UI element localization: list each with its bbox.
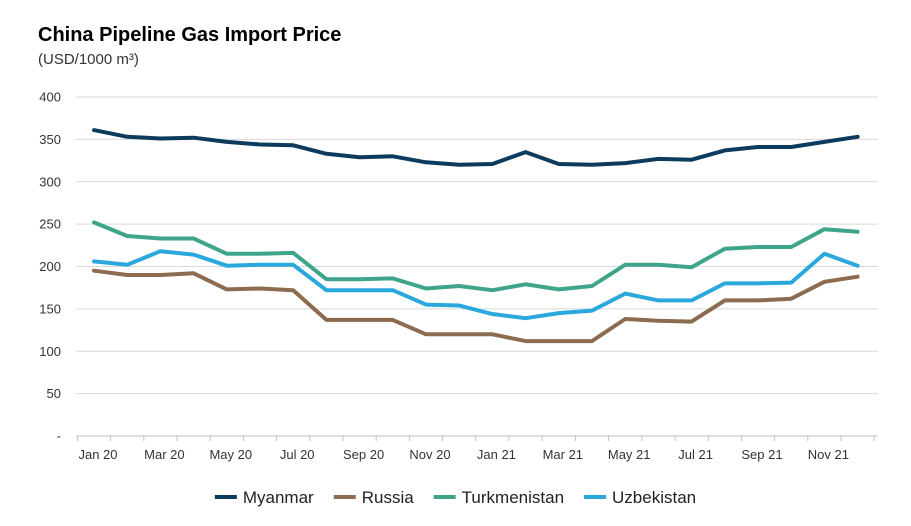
y-tick-label: 100: [39, 344, 61, 359]
legend-label: Turkmenistan: [462, 488, 564, 507]
y-tick-label: 50: [47, 386, 61, 401]
series-lines: [92, 128, 860, 344]
legend-item-russia: Russia: [333, 488, 415, 507]
gridlines: [76, 96, 878, 395]
y-tick-label: 200: [39, 259, 61, 274]
y-tick-label: 350: [39, 132, 61, 147]
x-tick-label: Nov 20: [409, 447, 450, 462]
x-tick-label: Sep 21: [741, 447, 782, 462]
y-tick-label: 250: [39, 217, 61, 232]
series-line-uzbekistan: [92, 249, 860, 321]
x-tick-label: Jan 20: [78, 447, 117, 462]
legend-label: Uzbekistan: [612, 488, 696, 507]
x-tick-label: Jan 21: [477, 447, 516, 462]
x-tick-label: Sep 20: [343, 447, 384, 462]
legend-label: Myanmar: [243, 488, 314, 507]
y-tick-label: 300: [39, 174, 61, 189]
x-tick-label: Nov 21: [808, 447, 849, 462]
y-axis: - 50 100 150 200 250 300 350 400: [39, 90, 61, 444]
legend-label: Russia: [362, 488, 415, 507]
x-tick-label: May 21: [608, 447, 651, 462]
y-tick-label: -: [57, 429, 61, 444]
chart-title: China Pipeline Gas Import Price: [38, 24, 342, 46]
legend-item-uzbekistan: Uzbekistan: [584, 488, 696, 507]
legend-item-turkmenistan: Turkmenistan: [433, 488, 564, 507]
chart-subtitle: (USD/1000 m³): [38, 51, 139, 68]
x-tick-label: Mar 20: [144, 447, 184, 462]
x-tick-label: Jul 21: [678, 447, 713, 462]
legend-item-myanmar: Myanmar: [214, 488, 314, 507]
x-tick-label: May 20: [209, 447, 252, 462]
y-tick-label: 150: [39, 301, 61, 316]
y-tick-label: 400: [39, 90, 61, 105]
series-line-turkmenistan: [92, 220, 860, 293]
x-tick-label: Jul 20: [280, 447, 315, 462]
legend: Myanmar Russia Turkmenistan Uzbekistan: [214, 488, 696, 507]
x-tick-label: Mar 21: [543, 447, 583, 462]
series-line-myanmar: [92, 128, 860, 167]
x-axis: Jan 20 Mar 20 May 20 Jul 20 Sep 20 Nov 20 Jan …: [76, 435, 878, 462]
series-line-russia: [92, 268, 860, 344]
